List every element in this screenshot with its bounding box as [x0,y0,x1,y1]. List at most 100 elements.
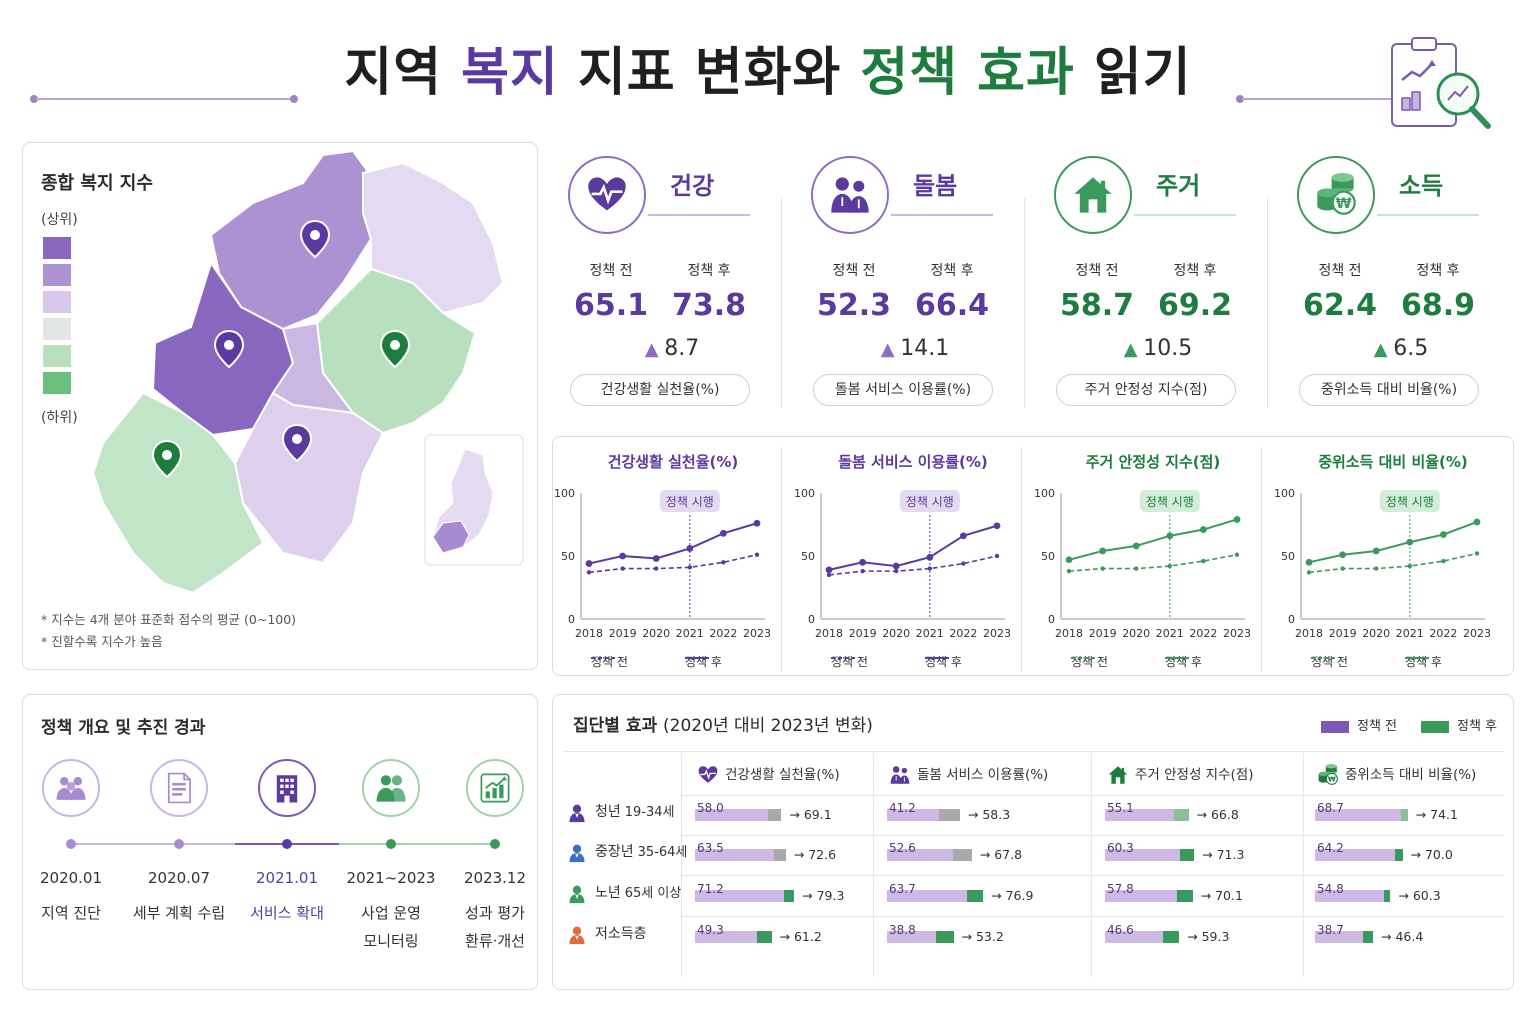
data-point [753,519,761,527]
data-point [1406,538,1414,546]
growth-chart-icon [466,759,524,817]
group-age-range: 35-64세 [637,845,688,860]
bar-before [1315,849,1396,861]
delta-number: 14.1 [900,336,950,361]
data-point [620,566,625,571]
data-point [1099,547,1106,555]
delta-value: ▲ 6.5 [1341,336,1461,361]
timeline-desc-line: 사업 운영 [361,904,421,922]
before-value: 62.4 [1302,288,1378,323]
x-tick-label: 2018 [1055,627,1083,640]
data-point [1166,532,1174,540]
metric-pill: 주거 안정성 지수(점) [1056,374,1236,406]
bar-before [1105,849,1181,861]
kpi-underline [648,214,750,216]
map-title: 종합 복지 지수 [41,173,153,194]
map-pin-icon [379,329,411,369]
policy-start-label: 정책 시행 [666,494,714,509]
data-point [1306,570,1312,575]
house-icon [1107,766,1135,784]
data-point [687,565,692,570]
delta-value: ▲ 8.7 [612,336,732,361]
value-before: 49.3 [697,923,724,937]
bar-before [695,809,768,821]
data-point [825,566,833,574]
x-tick-label: 2021 [676,627,704,640]
group-age-range: 19-34세 [624,805,675,820]
bar-after-gain [966,890,984,902]
delta-number: 10.5 [1143,336,1193,361]
legend-swatch [43,291,71,313]
table-row-line [681,835,1503,836]
x-tick-label: 2021 [1396,627,1424,640]
x-tick-label: 2023 [1463,627,1491,640]
kpi-divider [781,198,782,408]
data-point [961,561,966,566]
timeline-desc: 서비스 확대 [232,899,342,927]
value-before: 71.2 [697,882,724,896]
delta-number: 6.5 [1393,336,1429,361]
coins-icon: ₩ [1297,156,1375,234]
timeline-dot [282,839,292,849]
data-point [1407,563,1412,569]
map-pin-icon [299,219,331,259]
x-tick-label: 2019 [609,627,637,640]
person-icon [567,844,595,862]
series-line-after [588,522,758,565]
bar-after-gain [1363,931,1373,943]
group-age-range: 65세 이상 [624,886,682,901]
y-tick-label: 100 [554,487,575,500]
value-before: 55.1 [1107,801,1134,815]
delta-value: ▲ 14.1 [855,336,975,361]
trend-chart: 돌봄 서비스 이용률(%) 0 50 100 2018 2019 2020 2021 2022 2… [793,437,1033,677]
trend-chart: 중위소득 대비 비율(%) 0 50 100 2018 2019 2020 2021 2022 2… [1273,437,1513,677]
care-people-icon [889,766,917,784]
timeline-title: 정책 개요 및 추진 경과 [41,718,206,738]
report-magnifier-icon [1388,34,1496,138]
welfare-map-card: 종합 복지 지수 (상위) (하위) [22,142,538,670]
y-tick-label: 50 [561,550,575,563]
kpi-house: 주거 정책 전 정책 후 58.7 69.2 ▲ 10.5 주거 안정성 지수(점) [1038,142,1278,424]
value-before: 46.6 [1107,923,1134,937]
value-after: → 76.9 [991,888,1034,903]
coins-icon: ₩ [1317,764,1345,785]
x-tick-label: 2021 [1156,627,1184,640]
data-point [1132,542,1140,550]
value-after: → 66.8 [1196,807,1239,822]
map-region [362,161,505,315]
community-icon [42,759,100,817]
value-after: → 59.3 [1187,929,1230,944]
kpi-coins: ₩ 소득 정책 전 정책 후 62.4 68.9 ▲ 6.5 중위소득 대비 비율(%) [1281,142,1521,424]
bar-before [887,931,936,943]
timeline-dot [66,839,76,849]
bar-after-gain [1177,890,1193,902]
data-point [754,552,760,557]
data-point [993,522,1001,530]
group-name: 청년 [595,804,621,820]
series-line-after [1068,518,1238,561]
kpi-divider [1267,198,1268,408]
bar-before [695,931,757,943]
y-tick-label: 0 [568,613,575,626]
chart-divider [1021,447,1022,671]
bar-after-gain [938,809,960,821]
x-tick-label: 2023 [743,627,771,640]
data-point [1374,566,1379,571]
data-point [927,566,932,571]
data-point [994,553,1000,559]
legend-swatch [43,372,71,394]
group-effect-title: 집단별 효과 (2020년 대비 2023년 변화) [573,716,873,736]
table-row-line [681,795,1503,796]
value-after: → 61.2 [779,929,822,944]
value-after: → 70.0 [1410,847,1453,862]
data-point [1233,516,1241,523]
data-point [1339,551,1346,559]
value-before: 63.5 [697,841,724,855]
timeline-desc-line: 성과 평가 [465,904,525,922]
data-point [619,552,626,560]
column-header: 건강생활 실천율(%) [697,763,840,786]
data-point [1167,563,1172,569]
series-line-after [828,524,998,571]
x-tick-label: 2022 [949,627,977,640]
map-inset [424,434,524,566]
